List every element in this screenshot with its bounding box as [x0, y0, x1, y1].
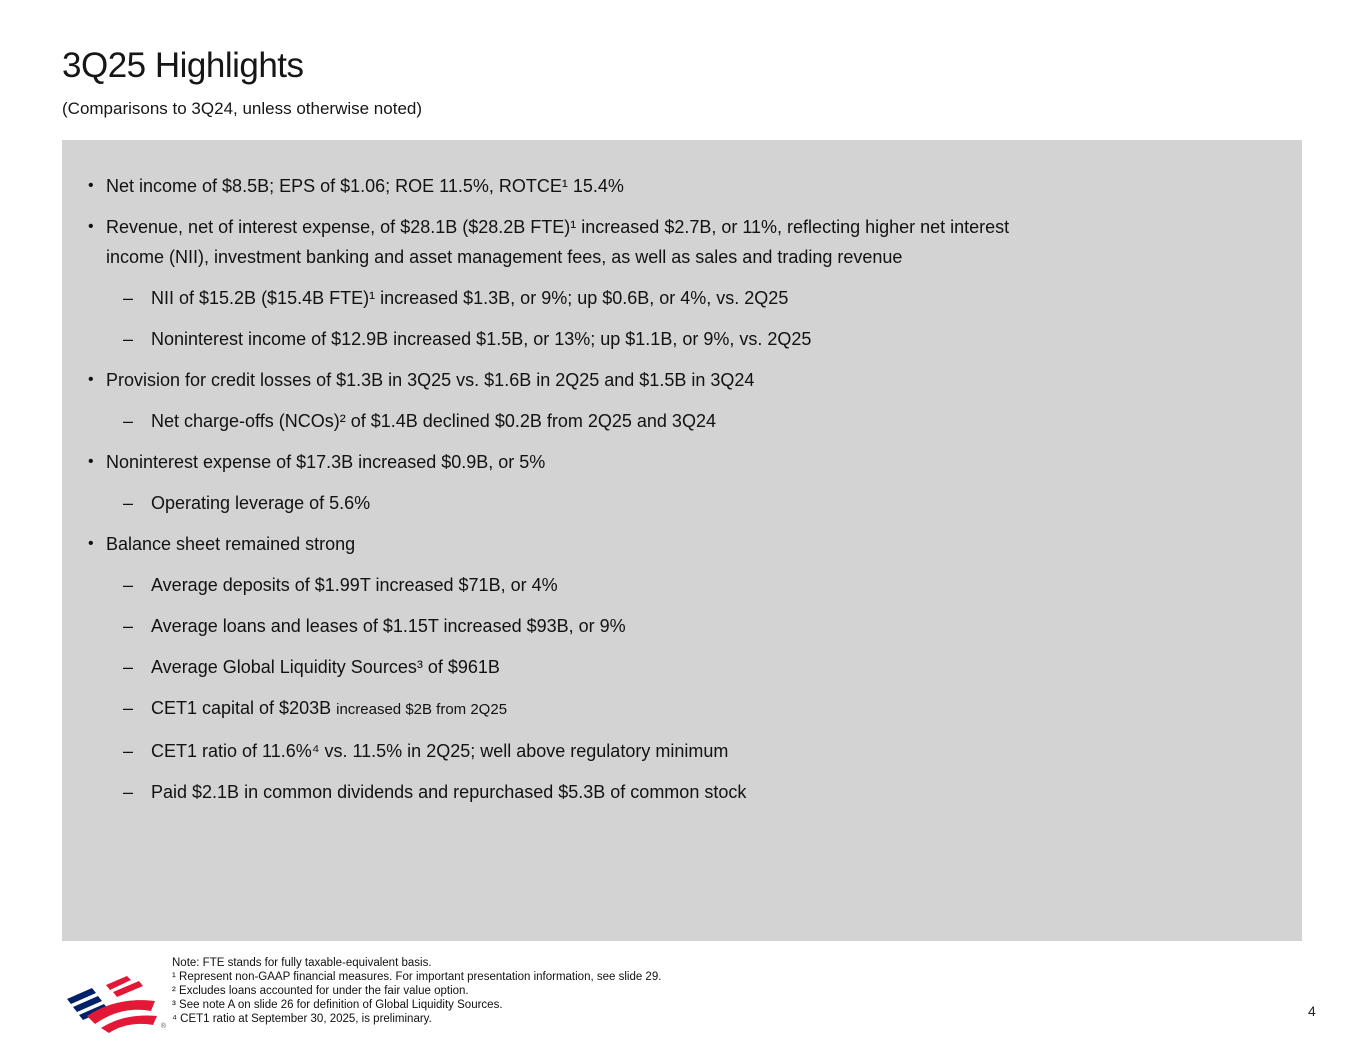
bullet-dot: • — [88, 371, 94, 388]
bullet-item: – NII of $15.2B ($15.4B FTE)¹ increased $… — [62, 283, 1302, 313]
bullet-text: Net charge-offs (NCOs)² of $1.4B decline… — [151, 411, 716, 431]
bullet-item: – Average deposits of $1.99T increased $7… — [62, 570, 1302, 600]
bullet-dash: – — [123, 698, 134, 718]
page-number: 4 — [1308, 1003, 1316, 1019]
bank-of-america-logo: ® — [58, 972, 166, 1034]
footnote-line: ⁴ CET1 ratio at September 30, 2025, is p… — [172, 1013, 432, 1025]
bullet-text: Provision for credit losses of $1.3B in … — [106, 370, 755, 390]
bullet-text: Balance sheet remained strong — [106, 534, 356, 554]
bullet-item: • Provision for credit losses of $1.3B in… — [62, 365, 1302, 395]
bullet-item: – CET1 ratio of 11.6%⁴ vs. 11.5% in 2Q25;… — [62, 736, 1302, 766]
bullet-text: Paid $2.1B in common dividends and repur… — [151, 782, 747, 802]
bullet-item: – Operating leverage of 5.6% — [62, 488, 1302, 518]
bullet-text: CET1 ratio of 11.6%⁴ vs. 11.5% in 2Q25; … — [151, 741, 729, 761]
bullet-dash: – — [123, 411, 134, 431]
highlights-panel: • Net income of $8.5B; EPS of $1.06; ROE … — [62, 140, 1302, 941]
bullet-dash: – — [123, 493, 134, 513]
bullet-dot: • — [88, 535, 94, 552]
bullet-dash: – — [123, 329, 134, 349]
registered-trademark-symbol: ® — [160, 1023, 166, 1030]
bullet-dash: – — [123, 575, 134, 595]
page-title: 3Q25 Highlights — [62, 46, 304, 85]
bullet-text-small: increased $2B from 2Q25 — [336, 701, 508, 718]
bullet-text: Noninterest expense of $17.3B increased … — [106, 452, 546, 472]
bullet-item: – Average loans and leases of $1.15T incr… — [62, 611, 1302, 641]
footnote-line: Note: FTE stands for fully taxable-equiv… — [172, 957, 432, 969]
bullet-dot: • — [88, 218, 94, 235]
bullet-text: Average loans and leases of $1.15T incre… — [151, 616, 626, 636]
bullet-text: Net income of $8.5B; EPS of $1.06; ROE 1… — [106, 176, 624, 196]
footnote-line: ² Excludes loans accounted for under the… — [172, 985, 469, 997]
bullet-text: NII of $15.2B ($15.4B FTE)¹ increased $1… — [151, 288, 789, 308]
bullet-text: CET1 capital of $203B — [151, 698, 337, 718]
bullet-dash: – — [123, 616, 134, 636]
bullet-text: Average deposits of $1.99T increased $71… — [151, 575, 558, 595]
bullet-item: – Noninterest income of $12.9B increased … — [62, 324, 1302, 354]
bullet-item: • Noninterest expense of $17.3B increased… — [62, 447, 1302, 477]
footnotes: Note: FTE stands for fully taxable-equiv… — [172, 956, 661, 1026]
bullet-item: • Revenue, net of interest expense, of $2… — [62, 212, 1302, 272]
bullet-dash: – — [123, 782, 134, 802]
bullet-text: Operating leverage of 5.6% — [151, 493, 371, 513]
footnote-line: ¹ Represent non-GAAP financial measures.… — [172, 971, 662, 983]
highlights-list: • Net income of $8.5B; EPS of $1.06; ROE … — [62, 171, 1302, 807]
bullet-item: • Balance sheet remained strong — [62, 529, 1302, 559]
bullet-dash: – — [123, 741, 134, 761]
bullet-dash: – — [123, 288, 134, 308]
bullet-text: Revenue, net of interest expense, of $28… — [106, 217, 1010, 267]
page-subtitle: (Comparisons to 3Q24, unless otherwise n… — [62, 99, 423, 118]
bullet-item: – Average Global Liquidity Sources³ of $9… — [62, 652, 1302, 682]
bullet-item: • Net income of $8.5B; EPS of $1.06; ROE … — [62, 171, 1302, 201]
bullet-item: – Net charge-offs (NCOs)² of $1.4B declin… — [62, 406, 1302, 436]
bullet-text: Noninterest income of $12.9B increased $… — [151, 329, 812, 349]
bullet-item: – Paid $2.1B in common dividends and repu… — [62, 777, 1302, 807]
bullet-dot: • — [88, 177, 94, 194]
bullet-dot: • — [88, 453, 94, 470]
bank-of-america-flag-icon — [67, 976, 157, 1033]
bullet-dash: – — [123, 657, 134, 677]
bullet-text: Average Global Liquidity Sources³ of $96… — [151, 657, 500, 677]
bullet-item: – CET1 capital of $203B increased $2B fro… — [62, 693, 1302, 725]
footnote-line: ³ See note A on slide 26 for definition … — [172, 999, 503, 1011]
